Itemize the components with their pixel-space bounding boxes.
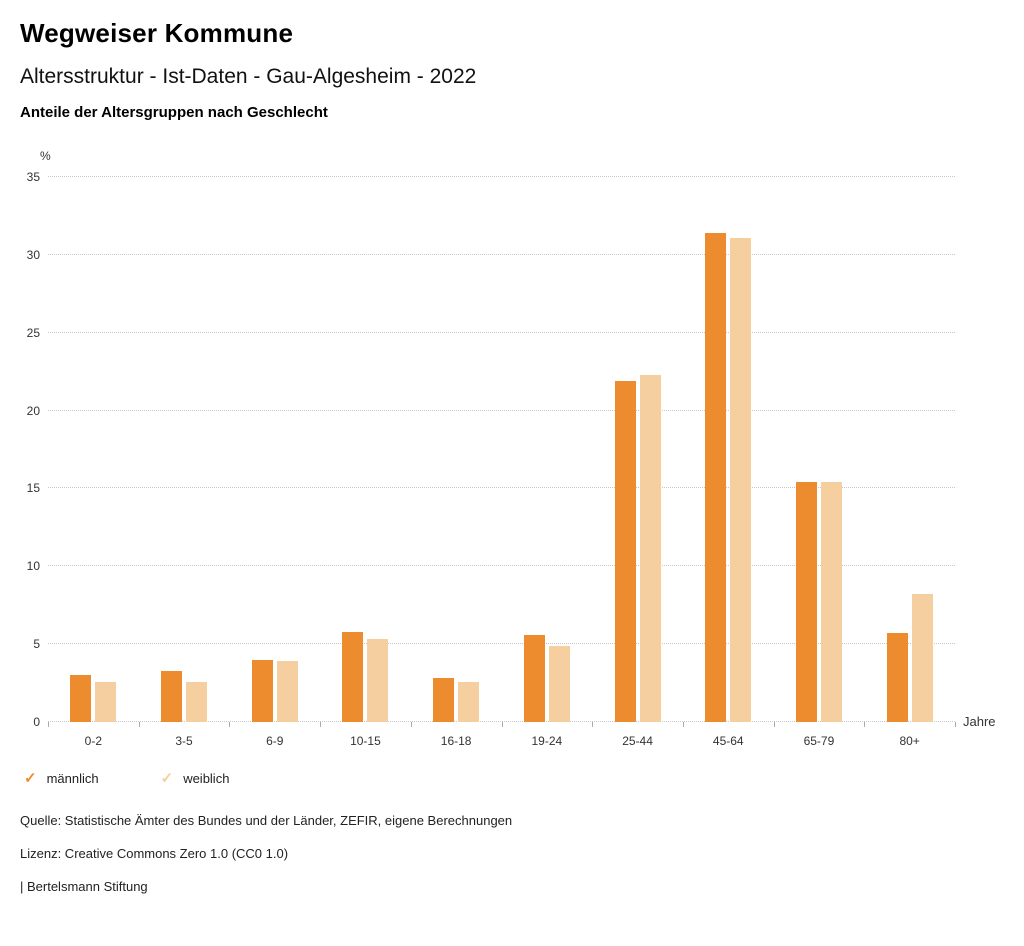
bar-weiblich-10-15[interactable] xyxy=(367,639,389,722)
gridline xyxy=(48,253,955,255)
y-tick-label: 35 xyxy=(26,170,40,184)
bar-männlich-6-9[interactable] xyxy=(251,659,273,722)
gridline xyxy=(48,565,955,567)
gridline xyxy=(48,721,955,722)
bar-group-3-5 xyxy=(139,177,230,722)
bar-männlich-10-15[interactable] xyxy=(342,631,364,722)
bar-männlich-0-2[interactable] xyxy=(70,675,92,722)
page: Wegweiser Kommune Altersstruktur - Ist-D… xyxy=(20,18,1004,894)
bar-group-25-44 xyxy=(592,177,683,722)
axis-tick xyxy=(501,722,503,727)
bar-weiblich-3-5[interactable] xyxy=(186,681,208,722)
x-tick-label: 65-79 xyxy=(803,734,835,748)
bar-group-6-9 xyxy=(229,177,320,722)
gridline xyxy=(48,409,955,411)
gridline xyxy=(48,643,955,645)
y-tick-label: 5 xyxy=(33,637,40,652)
bar-weiblich-0-2[interactable] xyxy=(95,681,117,722)
bar-männlich-19-24[interactable] xyxy=(523,634,545,722)
legend-item-weiblich[interactable]: ✓ weiblich xyxy=(161,769,230,787)
legend: ✓ männlich ✓ weiblich xyxy=(20,769,1004,787)
page-title: Wegweiser Kommune xyxy=(20,18,294,48)
bar-männlich-3-5[interactable] xyxy=(161,670,183,722)
axis-tick xyxy=(682,722,684,727)
bar-group-45-64 xyxy=(683,177,774,722)
bar-group-65-79 xyxy=(774,177,865,722)
check-icon: ✓ xyxy=(24,770,37,787)
axis-tick xyxy=(48,722,49,727)
y-tick-label: 20 xyxy=(26,403,40,418)
x-tick-label: 16-18 xyxy=(440,734,472,748)
bar-weiblich-19-24[interactable] xyxy=(548,645,570,722)
y-tick-label: 0 xyxy=(33,715,40,729)
x-tick-label: 3-5 xyxy=(175,734,193,748)
bar-männlich-65-79[interactable] xyxy=(795,482,817,722)
y-tick-label: 15 xyxy=(26,481,40,496)
x-tick-label: 0-2 xyxy=(84,734,103,748)
footer: Quelle: Statistische Ämter des Bundes un… xyxy=(20,813,1004,894)
check-icon: ✓ xyxy=(160,770,174,787)
y-tick-label: 30 xyxy=(26,247,40,262)
y-tick-label: 10 xyxy=(26,559,40,574)
bar-group-19-24 xyxy=(502,177,593,722)
axis-tick xyxy=(320,722,322,727)
bar-weiblich-45-64[interactable] xyxy=(730,237,752,722)
bar-group-0-2 xyxy=(48,177,139,722)
chart: % Jahre 0 5 10 15 20 25 30 35 0-2 3-5 6-9 10-15 16-1… xyxy=(20,139,1004,755)
source-text: Quelle: Statistische Ämter des Bundes un… xyxy=(20,813,513,828)
x-tick-label: 80+ xyxy=(899,734,920,748)
legend-item-maennlich[interactable]: ✓ männlich xyxy=(24,769,99,787)
legend-label: männlich xyxy=(46,770,99,786)
axis-tick xyxy=(773,722,775,727)
plot-area: % Jahre 0 5 10 15 20 25 30 35 0-2 3-5 6-9 10-15 16-1… xyxy=(27,149,996,748)
bar-weiblich-65-79[interactable] xyxy=(820,482,842,722)
y-tick-label: 25 xyxy=(26,325,40,340)
x-tick-label: 25-44 xyxy=(622,734,653,748)
bar-männlich-45-64[interactable] xyxy=(705,233,727,722)
bar-group-80+ xyxy=(864,177,955,722)
attribution-text: | Bertelsmann Stiftung xyxy=(20,879,148,894)
bar-männlich-80+[interactable] xyxy=(886,633,908,722)
bar-männlich-16-18[interactable] xyxy=(433,678,455,722)
x-tick-label: 6-9 xyxy=(266,734,284,748)
bar-weiblich-25-44[interactable] xyxy=(639,374,661,722)
axis-tick xyxy=(410,722,412,727)
axis-tick xyxy=(955,722,956,727)
bar-group-10-15 xyxy=(320,177,411,722)
x-tick-label: 10-15 xyxy=(350,734,381,748)
legend-label: weiblich xyxy=(183,770,230,786)
axis-tick xyxy=(138,722,140,727)
axis-tick xyxy=(229,722,231,727)
gridline xyxy=(48,331,955,333)
bar-weiblich-16-18[interactable] xyxy=(458,681,480,722)
bar-weiblich-6-9[interactable] xyxy=(276,661,298,722)
x-tick-label: 45-64 xyxy=(712,734,744,748)
bar-männlich-25-44[interactable] xyxy=(614,381,636,722)
bar-group-16-18 xyxy=(411,177,502,722)
axis-tick xyxy=(864,722,866,727)
x-tick-label: 19-24 xyxy=(531,734,563,748)
y-axis-unit-label: % xyxy=(40,149,51,163)
axis-tick xyxy=(592,722,594,727)
gridline xyxy=(48,176,955,177)
bar-weiblich-80+[interactable] xyxy=(911,594,933,722)
license-text: Lizenz: Creative Commons Zero 1.0 (CC0 1… xyxy=(20,846,289,861)
page-subtitle: Altersstruktur - Ist-Daten - Gau-Algeshe… xyxy=(20,65,477,88)
x-axis-unit-label: Jahre xyxy=(963,714,996,729)
gridline xyxy=(48,487,955,489)
chart-title: Anteile der Altersgruppen nach Geschlech… xyxy=(20,104,328,121)
